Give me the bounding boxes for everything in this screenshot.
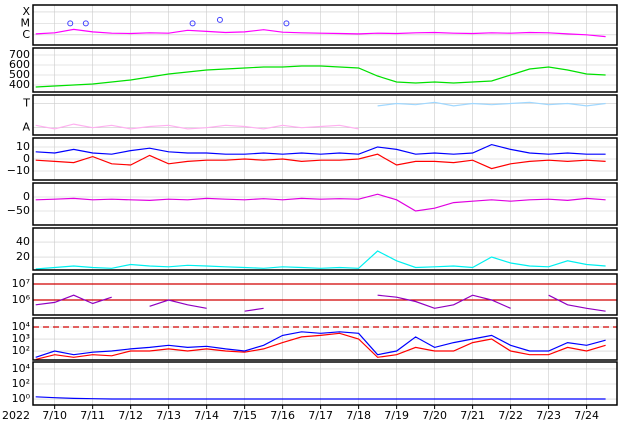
x-tick-label: 7/11 (80, 409, 105, 422)
panel-frame (32, 4, 618, 46)
y-tick-label: C (22, 28, 30, 41)
y-tick-label: 10² (12, 377, 30, 390)
x-tick-label: 7/16 (270, 409, 295, 422)
y-tick-label: −10 (7, 164, 30, 177)
y-tick-label: X (22, 5, 30, 18)
x-axis-year: 2022 (2, 409, 30, 422)
x-tick-label: 7/15 (232, 409, 257, 422)
x-tick-label: 7/10 (42, 409, 67, 422)
panel-frame (32, 94, 618, 136)
x-tick-label: 7/14 (194, 409, 219, 422)
flare-marker (189, 20, 196, 27)
flare-marker (216, 16, 223, 23)
panel-frame (32, 273, 618, 316)
y-tick-label: 400 (9, 78, 30, 91)
y-tick-label: 10⁴ (12, 362, 31, 375)
y-tick-label: 10⁶ (12, 293, 31, 306)
panel-frame (32, 137, 618, 181)
y-tick-label: 10⁰ (12, 392, 31, 405)
y-tick-label: 10⁷ (12, 277, 30, 290)
series-line (35, 332, 606, 360)
y-tick-label: M (21, 16, 31, 29)
y-tick-label: 10³ (12, 332, 30, 345)
series-line (35, 331, 606, 358)
y-tick-label: 500 (9, 68, 30, 81)
y-tick-label: 10⁴ (12, 320, 31, 333)
x-tick-label: 7/23 (536, 409, 561, 422)
series-line (35, 294, 606, 312)
y-tick-label: 700 (9, 48, 30, 61)
flare-marker (82, 20, 89, 27)
x-tick-label: 7/22 (498, 409, 523, 422)
y-tick-label: 0 (23, 152, 30, 165)
x-tick-label: 7/20 (422, 409, 447, 422)
y-tick-label: −50 (7, 204, 30, 217)
panel-frame (32, 361, 618, 406)
y-tick-label: A (22, 121, 30, 134)
series-line (35, 143, 606, 155)
series-line (35, 28, 606, 38)
y-tick-label: 10 (16, 140, 30, 153)
x-tick-label: 7/24 (574, 409, 599, 422)
y-tick-label: 10² (12, 344, 30, 357)
x-tick-label: 7/17 (308, 409, 333, 422)
series-line (35, 396, 606, 400)
series-line (35, 153, 606, 170)
x-tick-label: 7/18 (346, 409, 371, 422)
y-tick-label: T (22, 96, 30, 109)
x-tick-label: 7/21 (460, 409, 485, 422)
panel-frame (32, 227, 618, 271)
flare-marker (283, 20, 290, 27)
panel-frame (32, 182, 618, 226)
flare-marker (67, 20, 74, 27)
x-tick-label: 7/13 (156, 409, 181, 422)
y-tick-label: 40 (16, 235, 30, 248)
series-line (35, 65, 606, 88)
series-line (35, 250, 606, 270)
x-tick-label: 7/19 (384, 409, 409, 422)
x-tick-label: 7/12 (118, 409, 143, 422)
series-line (35, 123, 359, 130)
panel-frame (32, 47, 618, 93)
series-line (35, 193, 606, 212)
panel-frame (32, 317, 618, 361)
y-tick-label: 0 (23, 190, 30, 203)
y-tick-label: 20 (16, 250, 30, 263)
y-tick-label: 600 (9, 58, 30, 71)
series-line (377, 101, 606, 107)
